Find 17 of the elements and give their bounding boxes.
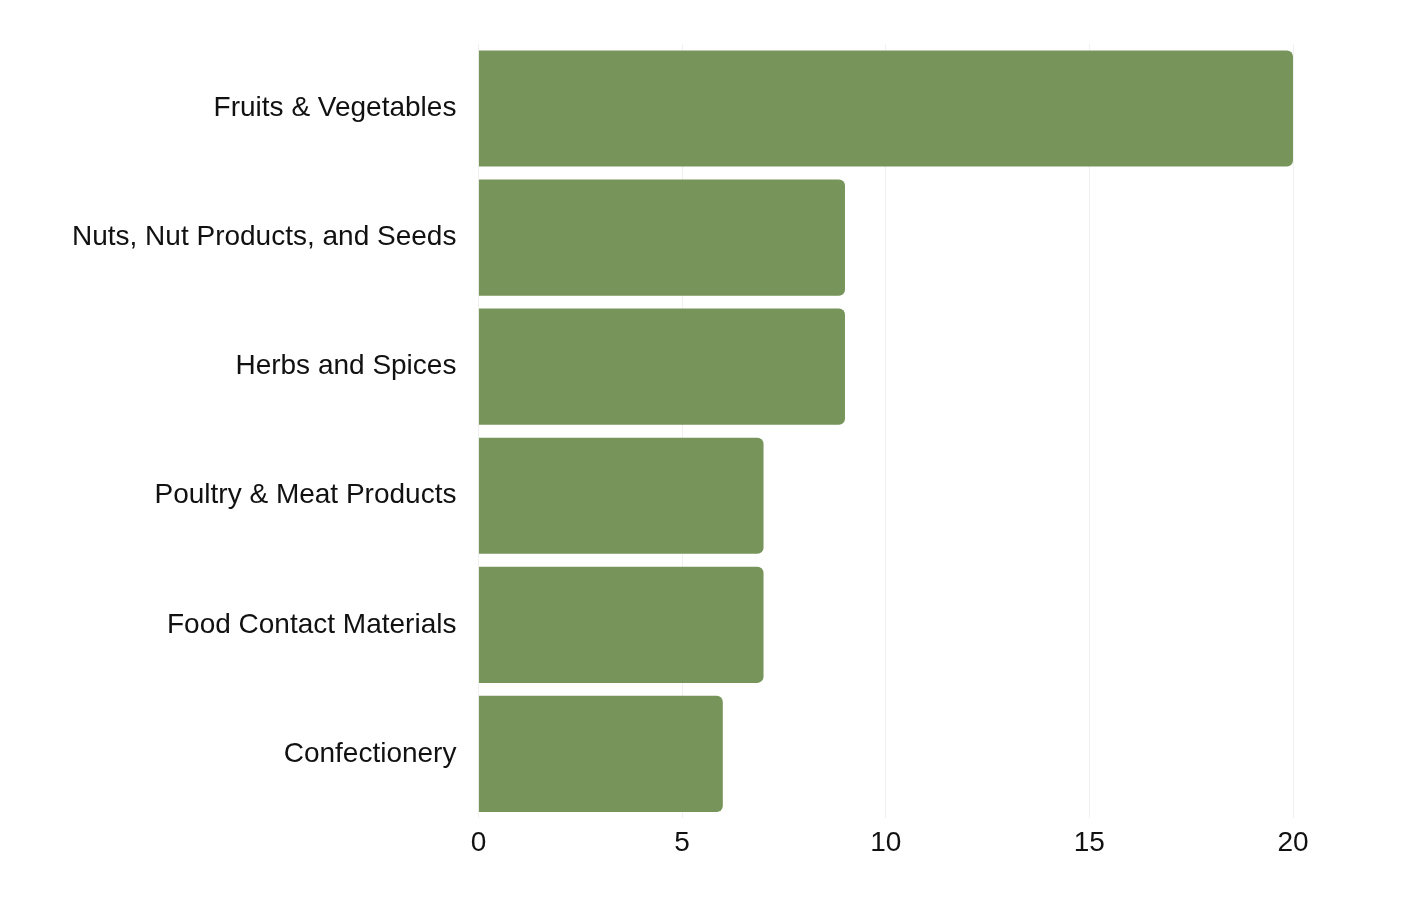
y-tick-label: Nuts, Nut Products, and Seeds xyxy=(71,220,457,252)
x-tick-label: 15 xyxy=(1073,825,1105,857)
x-tick-label: 0 xyxy=(470,825,487,857)
y-tick-label: Poultry & Meat Products xyxy=(154,478,457,510)
bar xyxy=(478,566,764,683)
x-tick-label: 10 xyxy=(870,825,902,857)
x-tick-label: 5 xyxy=(674,825,690,857)
bar xyxy=(478,50,1293,167)
y-tick-label: Herbs and Spices xyxy=(235,349,457,381)
bar xyxy=(478,695,723,812)
y-tick-label: Confectionery xyxy=(283,736,457,768)
y-tick-label: Fruits & Vegetables xyxy=(213,91,457,123)
y-tick-label: Food Contact Materials xyxy=(166,607,457,639)
bar xyxy=(478,308,845,425)
x-tick-label: 20 xyxy=(1277,825,1309,857)
bar xyxy=(478,179,845,296)
bar xyxy=(478,437,764,554)
